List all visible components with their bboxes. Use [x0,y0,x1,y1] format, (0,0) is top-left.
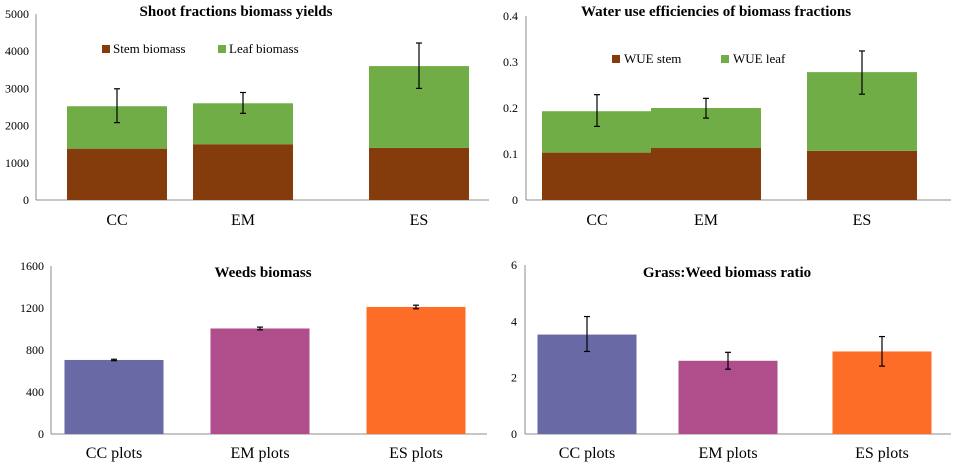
y-tick-label: 2 [511,371,517,385]
plot-area: 0 2 4 6 CC plots EM plots ES plots [511,258,951,462]
legend-swatch-wue-stem [612,55,620,63]
y-tick-label: 1200 [20,301,44,315]
y-tick-label: 0 [511,427,517,441]
y-tick-label: 2000 [5,119,29,133]
bar-em-plots [210,328,310,434]
x-category-label: CC plots [86,445,142,462]
y-tick-label: 4 [511,314,517,328]
x-category-label: ES [853,212,872,229]
legend-swatch-leaf-biomass [218,45,226,53]
x-category-label: EM [694,212,718,229]
legend-label-wue-leaf: WUE leaf [733,51,786,66]
x-category-label: EM plots [698,445,757,462]
y-tick-label: 6 [511,258,517,272]
x-category-label: ES plots [389,445,443,462]
x-category-label: CC [106,212,127,229]
legend-swatch-wue-leaf [721,55,729,63]
chart-title: Grass:Weed biomass ratio [643,265,811,281]
y-tick-label: 5000 [5,7,29,21]
x-category-label: CC [586,212,607,229]
bar-wue-stem-es [807,150,917,200]
bar-stem-biomass-cc [67,148,167,200]
bar-stem-biomass-es [369,147,469,200]
chart-title: Water use efficiencies of biomass fracti… [581,4,851,20]
bar-wue-stem-em [651,148,761,200]
x-category-label: ES plots [855,445,909,462]
legend-label-leaf-biomass: Leaf biomass [229,41,299,56]
chart-title: Shoot fractions biomass yields [140,4,333,20]
y-tick-label: 4000 [5,44,29,58]
x-category-label: CC plots [559,445,615,462]
y-tick-label: 0 [38,427,44,441]
bar-stem-biomass-em [193,144,293,200]
legend-label-wue-stem: WUE stem [624,51,681,66]
panel-water-use-efficiency: Water use efficiencies of biomass fracti… [503,4,951,229]
bar-em-plots [678,360,778,434]
y-tick-label: 0.4 [503,9,518,23]
legend: WUE stem WUE leaf [612,51,786,66]
x-category-label: EM plots [230,445,289,462]
y-tick-label: 1000 [5,156,29,170]
chart-title: Weeds biomass [214,265,311,281]
legend-label-stem-biomass: Stem biomass [113,41,186,56]
panel-shoot-biomass: Shoot fractions biomass yields 0 1000 2000… [5,4,489,229]
plot-area: 0 0.1 0.2 0.3 0.4 CC EM ES [503,9,951,229]
bar-cc-plots [64,359,164,434]
x-category-label: EM [231,212,255,229]
panel-grass-weed-ratio: Grass:Weed biomass ratio 0 2 4 6 CC plots EM … [511,258,951,462]
y-tick-label: 0 [512,193,518,207]
plot-area: 0 400 800 1200 1600 CC plots EM plots ES plots [20,259,487,462]
bar-wue-stem-cc [542,152,652,200]
y-tick-label: 400 [26,385,44,399]
y-tick-label: 1600 [20,259,44,273]
panel-weeds-biomass: Weeds biomass 0 400 800 1200 1600 CC plots EM … [20,259,487,462]
legend: Stem biomass Leaf biomass [102,41,299,56]
y-tick-label: 0.1 [503,147,518,161]
y-tick-label: 3000 [5,81,29,95]
y-tick-label: 800 [26,343,44,357]
x-category-label: ES [410,212,429,229]
bar-es-plots [366,306,466,434]
legend-swatch-stem-biomass [102,45,110,53]
y-tick-label: 0 [23,193,29,207]
y-tick-label: 0.2 [503,101,518,115]
plot-area: 0 1000 2000 3000 4000 5000 CC EM ES [5,7,489,229]
y-tick-label: 0.3 [503,55,518,69]
